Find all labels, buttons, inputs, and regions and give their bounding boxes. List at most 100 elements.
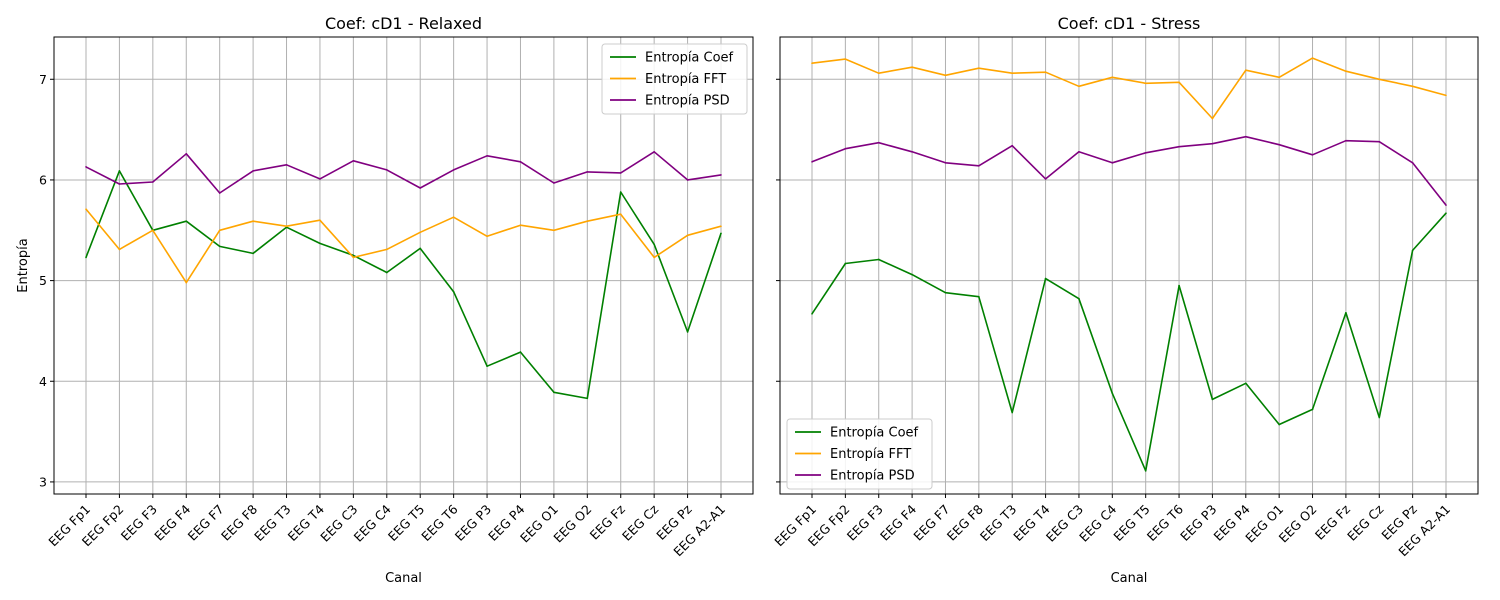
x-tick-label: EEG F3 — [844, 502, 886, 544]
data-point — [1044, 71, 1047, 74]
data-point — [553, 182, 555, 184]
data-point — [877, 72, 880, 75]
legend: Entropía Coef Entropía FFT Entropía PSD — [601, 43, 748, 115]
data-point — [218, 245, 221, 248]
data-point — [1411, 162, 1414, 164]
data-point — [720, 232, 722, 235]
data-point — [553, 391, 555, 394]
data-point — [519, 161, 522, 163]
data-point — [152, 229, 154, 232]
data-point — [1211, 117, 1214, 120]
series-line — [811, 212, 1447, 472]
data-point — [419, 187, 422, 189]
data-point — [185, 220, 188, 223]
chart-title: Coef: cD1 - Stress — [1058, 14, 1201, 33]
data-point — [385, 169, 388, 171]
x-tick-label: EEG F4 — [877, 501, 919, 543]
data-point — [619, 213, 622, 215]
x-tick-label: EEG T5 — [385, 502, 427, 544]
x-tick-label: EEG P3 — [452, 502, 494, 544]
x-tick-label: EEG P3 — [1177, 502, 1219, 544]
data-point — [811, 62, 813, 64]
data-point — [944, 291, 947, 294]
series-line — [811, 57, 1447, 120]
data-point — [586, 171, 589, 173]
data-point — [1278, 76, 1280, 79]
legend: Entropía Coef Entropía FFT Entropía PSD — [786, 418, 933, 490]
data-point — [844, 58, 847, 60]
data-point — [686, 331, 689, 333]
data-point — [1311, 153, 1314, 156]
data-point — [686, 179, 689, 181]
data-point — [877, 141, 880, 144]
data-point — [1011, 411, 1014, 414]
data-point — [319, 242, 321, 245]
data-point — [152, 181, 154, 183]
data-point — [1445, 212, 1447, 214]
data-point — [877, 258, 880, 261]
data-point — [185, 281, 188, 284]
plot-frame — [779, 36, 1479, 495]
data-point — [1111, 392, 1114, 395]
data-point — [1244, 135, 1247, 138]
legend-label: Entropía FFT — [830, 447, 911, 462]
legend-label: Entropía FFT — [645, 72, 726, 87]
data-point — [911, 273, 913, 276]
data-point — [811, 161, 813, 163]
data-point — [1378, 416, 1381, 419]
data-point — [218, 229, 221, 232]
data-point — [118, 248, 121, 251]
data-point — [252, 170, 254, 172]
data-point — [419, 247, 422, 250]
data-point — [1311, 408, 1314, 411]
legend-label: Entropía Coef — [830, 426, 919, 441]
data-point — [419, 231, 422, 234]
data-point — [118, 183, 121, 185]
x-tick-label: EEG C4 — [1076, 501, 1119, 544]
data-point — [720, 225, 722, 228]
data-point — [1044, 178, 1047, 180]
data-point — [1144, 470, 1147, 472]
x-tick-label: EEG F3 — [118, 502, 160, 544]
x-tick-label: EEG F7 — [185, 502, 227, 544]
data-point — [1111, 162, 1114, 164]
data-point — [385, 271, 388, 274]
data-point — [944, 74, 947, 77]
data-point — [1178, 81, 1180, 84]
data-point — [686, 234, 689, 237]
data-point — [653, 256, 655, 259]
data-point — [1345, 70, 1347, 73]
data-point — [319, 178, 321, 180]
data-point — [586, 220, 589, 223]
x-axis-label: Canal — [1111, 571, 1148, 586]
data-point — [811, 313, 813, 315]
data-point — [1011, 72, 1014, 75]
data-point — [1244, 382, 1247, 385]
legend-label: Entropía Coef — [645, 51, 734, 66]
data-point — [1144, 151, 1147, 154]
data-point — [452, 216, 455, 218]
data-point — [653, 150, 655, 153]
data-point — [1378, 78, 1381, 81]
x-axis-label: Canal — [385, 571, 422, 586]
data-point — [1211, 398, 1214, 401]
x-tick-label: EEG F4 — [151, 501, 193, 543]
data-point — [553, 229, 555, 232]
data-point — [285, 164, 288, 166]
data-point — [1144, 82, 1147, 85]
data-point — [185, 152, 188, 155]
data-point — [352, 256, 355, 259]
data-point — [1278, 423, 1280, 426]
data-point — [1044, 277, 1047, 280]
data-point — [118, 170, 121, 172]
data-point — [619, 172, 622, 174]
y-tick-label: 5 — [39, 273, 47, 288]
x-tick-label: EEG T6 — [418, 501, 460, 543]
data-point — [319, 219, 321, 222]
data-point — [720, 174, 722, 176]
y-tick-label: 7 — [39, 72, 47, 87]
data-point — [1311, 57, 1314, 59]
